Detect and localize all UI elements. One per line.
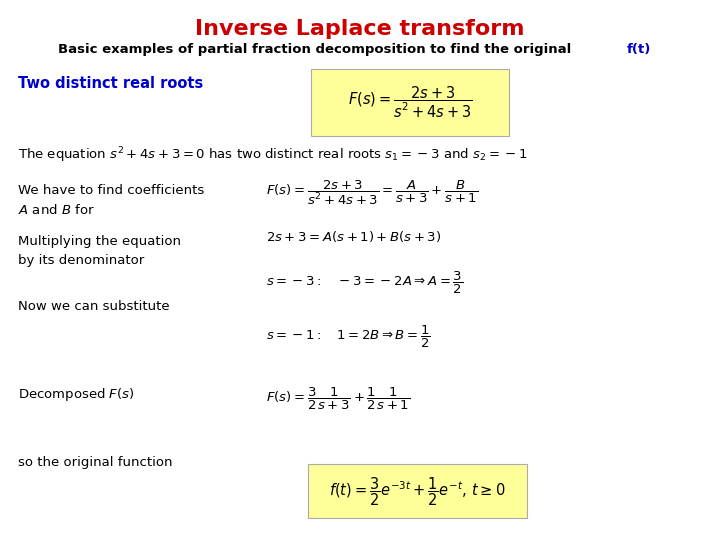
Text: We have to find coefficients
$A$ and $B$ for: We have to find coefficients $A$ and $B$… bbox=[18, 184, 204, 217]
Text: $F(s) = \dfrac{2s+3}{s^{2}+4s+3} = \dfrac{A}{s+3} + \dfrac{B}{s+1}$: $F(s) = \dfrac{2s+3}{s^{2}+4s+3} = \dfra… bbox=[266, 178, 479, 206]
Text: The equation $s^2 + 4s + 3= 0$ has two distinct real roots $s_1= -3$ and $s_2= -: The equation $s^2 + 4s + 3= 0$ has two d… bbox=[18, 146, 527, 165]
Text: $F(s) = \dfrac{3}{2}\dfrac{1}{s+3} + \dfrac{1}{2}\dfrac{1}{s+1}$: $F(s) = \dfrac{3}{2}\dfrac{1}{s+3} + \df… bbox=[266, 386, 411, 412]
FancyBboxPatch shape bbox=[311, 69, 510, 136]
Text: $F(s) = \dfrac{2s+3}{s^{2}+4s+3}$: $F(s) = \dfrac{2s+3}{s^{2}+4s+3}$ bbox=[348, 85, 473, 120]
FancyBboxPatch shape bbox=[308, 464, 527, 518]
Text: Basic examples of partial fraction decomposition to find the original: Basic examples of partial fraction decom… bbox=[58, 43, 575, 56]
Text: Inverse Laplace transform: Inverse Laplace transform bbox=[195, 19, 525, 39]
Text: $f(t) = \dfrac{3}{2}e^{-3t}+\dfrac{1}{2}e^{-t},\, t\geq 0$: $f(t) = \dfrac{3}{2}e^{-3t}+\dfrac{1}{2}… bbox=[329, 475, 506, 508]
Text: f(t): f(t) bbox=[626, 43, 651, 56]
Text: Two distinct real roots: Two distinct real roots bbox=[18, 76, 203, 91]
Text: so the original function: so the original function bbox=[18, 456, 173, 469]
Text: Now we can substitute: Now we can substitute bbox=[18, 300, 170, 313]
Text: Decomposed $F(s)$: Decomposed $F(s)$ bbox=[18, 386, 135, 403]
Text: $2s+3 = A(s+1)+B(s+3)$: $2s+3 = A(s+1)+B(s+3)$ bbox=[266, 230, 442, 245]
Text: $s=-1\mathrm{:}\quad 1=2B\Rightarrow B=\dfrac{1}{2}$: $s=-1\mathrm{:}\quad 1=2B\Rightarrow B=\… bbox=[266, 324, 431, 350]
Text: Multiplying the equation
by its denominator: Multiplying the equation by its denomina… bbox=[18, 235, 181, 267]
Text: $s=-3\mathrm{:}\quad -3=-2A\Rightarrow A=\dfrac{3}{2}$: $s=-3\mathrm{:}\quad -3=-2A\Rightarrow A… bbox=[266, 270, 464, 296]
